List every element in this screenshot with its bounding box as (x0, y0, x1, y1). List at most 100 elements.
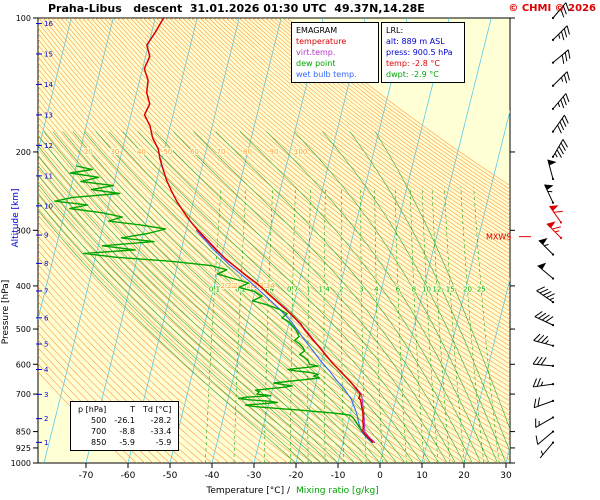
altitude-tick-label: 9 (44, 232, 48, 240)
temperature-tick-label: -20 (289, 471, 304, 481)
temperature-curve (143, 18, 374, 444)
altitude-tick-label: 7 (44, 287, 48, 295)
svg-text:30: 30 (110, 148, 119, 156)
wind-barb (534, 311, 555, 327)
svg-text:0.1: 0.1 (209, 286, 220, 294)
lrl-altitude: alt: 889 m ASL (386, 37, 445, 46)
altitude-tick-label: 11 (44, 172, 53, 180)
altitude-tick-label: 14 (44, 81, 53, 89)
wind-barb (551, 71, 570, 87)
altitude-tick-label: 1 (44, 439, 48, 447)
wind-barb (546, 221, 563, 239)
svg-text:0.4: 0.4 (263, 286, 275, 294)
temperature-tick-label: 20 (458, 471, 470, 481)
level-table-box: p [hPa] T Td [°C] 500 -26.1 -28.2 700 -8… (70, 401, 180, 451)
pressure-tick-label: 300 (16, 226, 31, 235)
legend-title: EMAGRAM (296, 26, 338, 35)
svg-text:3: 3 (359, 286, 363, 294)
altitude-tick-label: 6 (44, 314, 49, 322)
svg-text:70: 70 (217, 148, 226, 156)
svg-text:8: 8 (412, 286, 416, 294)
altitude-tick-label: 16 (44, 20, 53, 28)
altitude-tick-label: 13 (44, 111, 53, 119)
altitude-tick-label: 10 (44, 202, 53, 210)
x-axis-title-temperature: Temperature [°C] / (205, 486, 291, 496)
wind-barb (532, 356, 555, 367)
altitude-tick-label: 3 (44, 391, 48, 399)
svg-text:6: 6 (396, 286, 401, 294)
wet-bulb-curve (195, 229, 373, 444)
svg-text:12: 12 (433, 286, 442, 294)
svg-text:28: 28 (246, 282, 255, 290)
temperature-tick-label: -70 (79, 471, 94, 481)
wind-barb-column (532, 2, 571, 459)
pressure-tick-label: 700 (16, 390, 31, 399)
pressure-axis-title: Pressure [hPa] (1, 280, 11, 345)
altitude-tick-label: 12 (44, 142, 53, 150)
x-axis-title-mixing-ratio: Mixing ratio [g/kg] (296, 486, 379, 496)
svg-text:50: 50 (163, 148, 172, 156)
lrl-title: LRL: (386, 26, 404, 35)
svg-text:1: 1 (306, 286, 310, 294)
temperature-tick-label: 10 (416, 471, 428, 481)
altitude-tick-label: 15 (44, 50, 53, 58)
axes: 1002003004005006007008509251000123456789… (11, 14, 515, 481)
lrl-temperature: temp: -2.8 °C (386, 59, 440, 68)
wind-barb (549, 205, 563, 224)
altitude-axis-title: Altitude [km] (11, 188, 21, 247)
col-dewpoint: Td [°C] (143, 405, 172, 414)
svg-text:0.2: 0.2 (235, 286, 246, 294)
legend-box: EMAGRAM temperature virt.temp. dew point… (291, 22, 379, 83)
wind-barb (532, 377, 555, 388)
wind-barb (544, 184, 555, 204)
altitude-tick-label: 2 (44, 415, 48, 423)
wind-barb (536, 286, 555, 304)
wind-barb (537, 262, 555, 280)
svg-text:90: 90 (270, 148, 279, 156)
pressure-tick-label: 1000 (11, 459, 31, 468)
svg-text:60: 60 (190, 148, 199, 156)
svg-text:4: 4 (374, 286, 379, 294)
table-row: 700 -8.8 -33.4 (91, 427, 172, 436)
pressure-tick-label: 500 (16, 325, 31, 334)
page-title: Praha-Libus descent 31.01.2026 01:30 UTC… (48, 2, 425, 15)
legend-item-dew-point: dew point (296, 59, 336, 68)
temperature-tick-label: -50 (163, 471, 178, 481)
wind-barb (535, 416, 555, 428)
svg-text:80: 80 (243, 148, 252, 156)
svg-text:20: 20 (84, 148, 93, 156)
svg-text:20: 20 (463, 286, 472, 294)
svg-text:10: 10 (422, 286, 431, 294)
level-table: p [hPa] T Td [°C] 500 -26.1 -28.2 700 -8… (74, 404, 175, 448)
svg-text:15: 15 (446, 286, 455, 294)
svg-text:34: 34 (266, 282, 275, 290)
wind-barb (535, 430, 555, 445)
pressure-tick-label: 600 (16, 360, 31, 369)
svg-text:100: 100 (294, 148, 307, 156)
dew-point-curve (54, 165, 374, 444)
col-temp: T (130, 405, 136, 414)
wind-barb (533, 397, 555, 409)
altitude-tick-label: 4 (44, 366, 49, 374)
svg-text:1.4: 1.4 (319, 286, 331, 294)
wind-barb (551, 139, 568, 158)
pressure-tick-label: 400 (16, 282, 31, 291)
level-table-header-row: p [hPa] T Td [°C] (74, 404, 175, 415)
lrl-dewpoint: dwpt: -2.9 °C (386, 70, 439, 79)
copyright-text: © CHMI © 2026 (508, 3, 596, 14)
wind-barb (538, 238, 555, 256)
pressure-tick-label: 200 (16, 148, 31, 157)
pressure-tick-label: 925 (16, 444, 31, 453)
lrl-box: LRL: alt: 889 m ASL press: 900.5 hPa tem… (381, 22, 465, 83)
wind-barb (551, 25, 570, 42)
pressure-tick-label: 850 (16, 428, 31, 437)
altitude-tick-label: 8 (44, 260, 48, 268)
svg-text:20: 20 (221, 282, 230, 290)
svg-text:0.7: 0.7 (287, 286, 298, 294)
temperature-tick-label: -30 (247, 471, 262, 481)
temperature-tick-label: 30 (500, 471, 512, 481)
svg-text:26: 26 (240, 282, 249, 290)
